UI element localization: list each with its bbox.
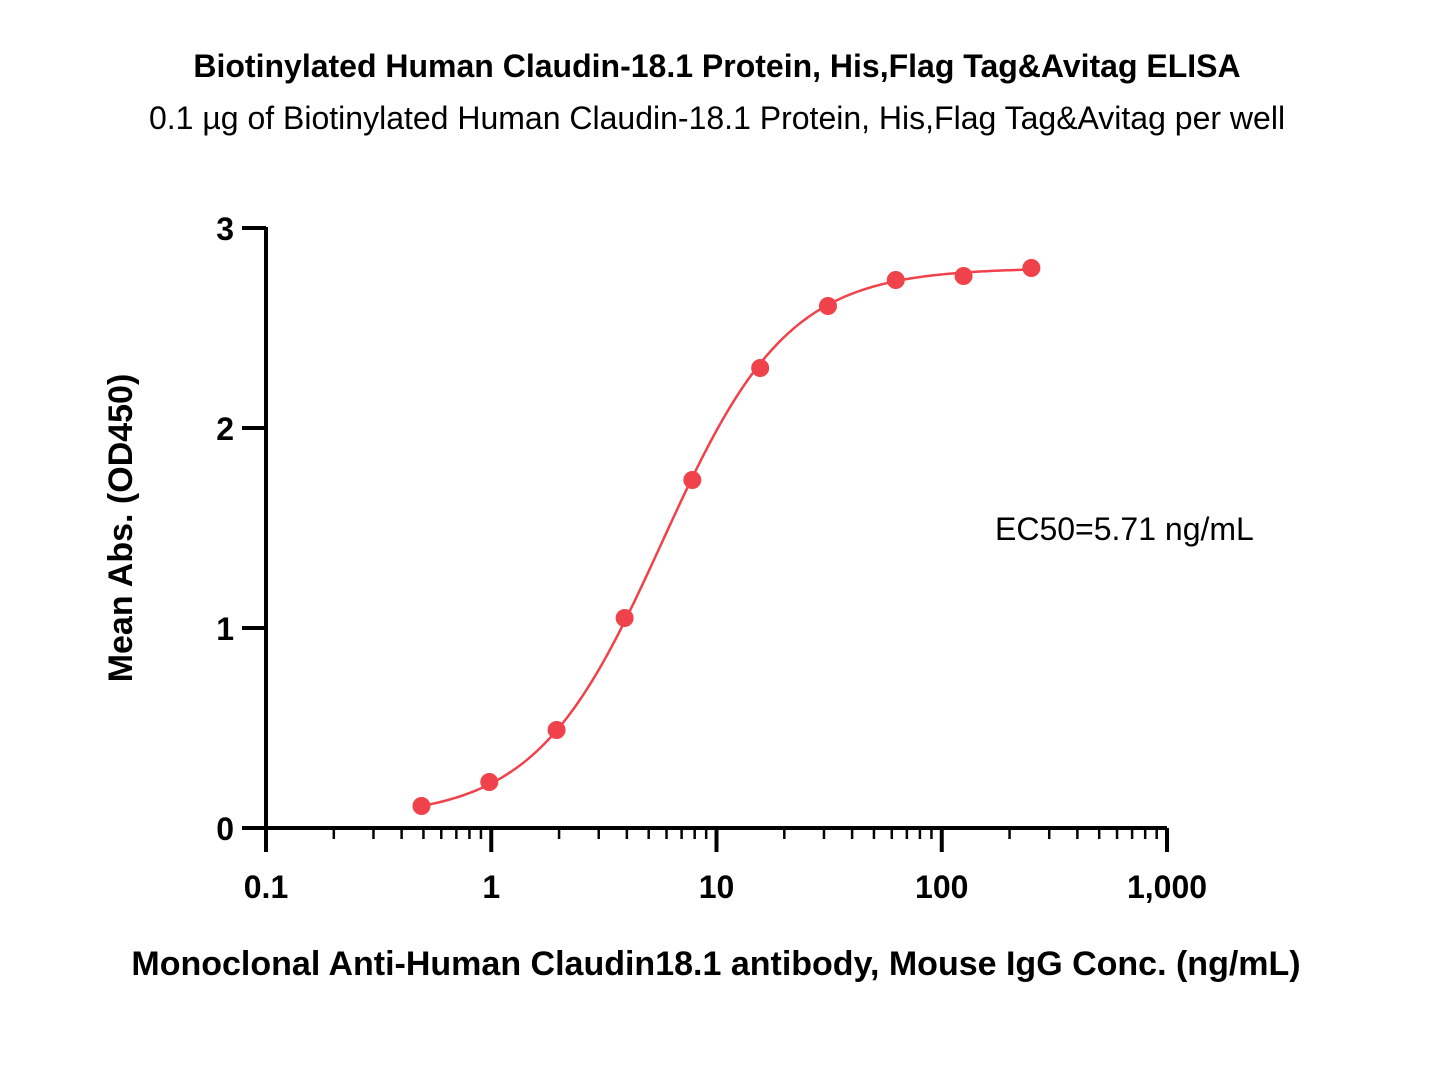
data-point — [1022, 259, 1041, 277]
data-point — [954, 267, 973, 285]
x-tick-label: 100 — [915, 869, 968, 905]
y-tick-label: 0 — [216, 811, 234, 847]
ec50-annotation: EC50=5.71 ng/mL — [995, 511, 1254, 547]
data-point — [412, 797, 431, 815]
x-axis-title: Monoclonal Anti-Human Claudin18.1 antibo… — [131, 945, 1300, 983]
data-point — [615, 609, 634, 627]
y-tick-label: 2 — [216, 411, 234, 447]
fit-curve — [421, 268, 1032, 808]
data-point — [547, 721, 566, 739]
chart-title: Biotinylated Human Claudin-18.1 Protein,… — [193, 48, 1241, 84]
data-point — [683, 471, 702, 489]
y-axis-ticks: 0 1 2 3 — [216, 211, 266, 847]
data-point — [480, 773, 499, 791]
x-axis-ticks: 0.1 1 10 100 1,000 — [244, 828, 1207, 905]
x-tick-label: 10 — [699, 869, 735, 905]
chart-subtitle: 0.1 µg of Biotinylated Human Claudin-18.… — [148, 100, 1286, 136]
y-tick-label: 1 — [216, 611, 234, 647]
x-tick-label: 1 — [482, 869, 500, 905]
data-point — [818, 297, 837, 315]
x-tick-label: 0.1 — [244, 869, 288, 905]
y-axis-title: Mean Abs. (OD450) — [102, 374, 140, 683]
data-point — [886, 271, 905, 289]
x-tick-label: 1,000 — [1127, 869, 1207, 905]
data-point — [751, 359, 770, 377]
y-tick-label: 3 — [216, 211, 234, 247]
data-points — [412, 259, 1041, 815]
